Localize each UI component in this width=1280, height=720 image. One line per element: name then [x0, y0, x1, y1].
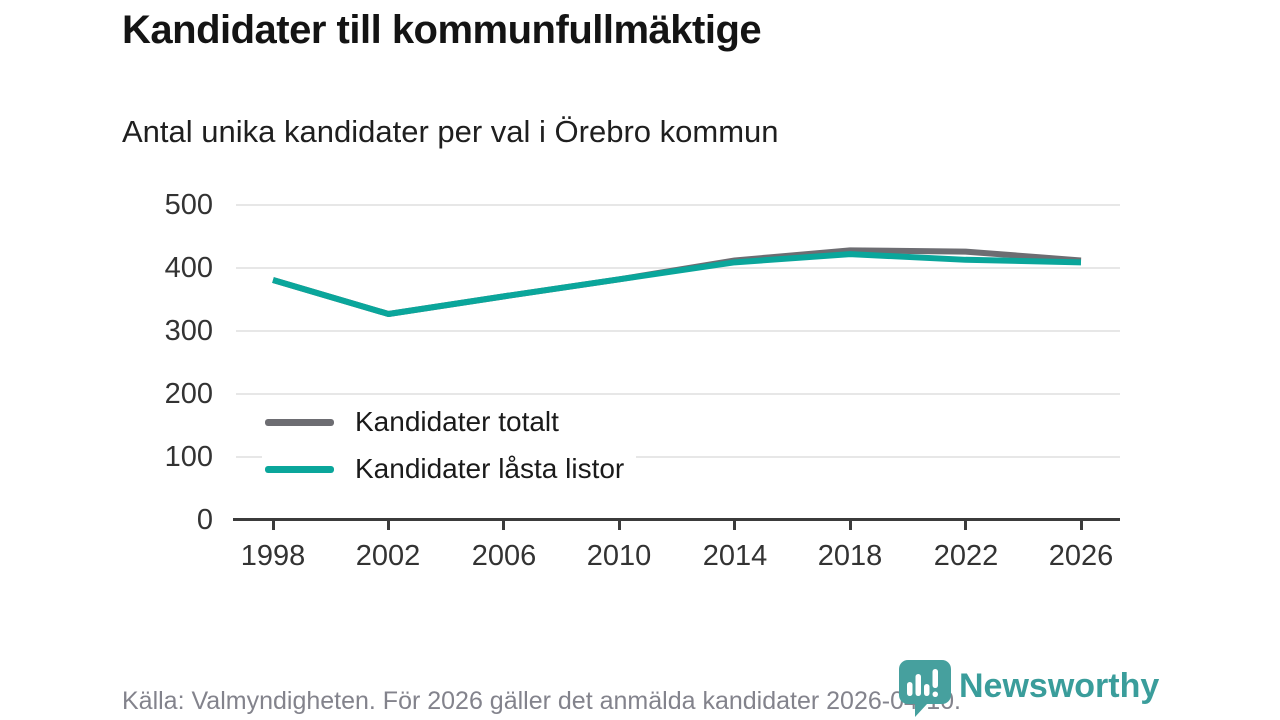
chart-title: Kandidater till kommunfullmäktige — [122, 8, 762, 52]
source-note: Källa: Valmyndigheten. För 2026 gäller d… — [122, 687, 961, 715]
gridline-y-500 — [236, 204, 1120, 206]
legend-item-kandidater-totalt: Kandidater totalt — [262, 403, 571, 441]
x-tick-mark-2026 — [1080, 521, 1083, 530]
x-tick-label-2010: 2010 — [586, 540, 652, 572]
newsworthy-wordmark: Newsworthy — [959, 667, 1160, 705]
x-tick-label-2026: 2026 — [1048, 540, 1114, 572]
series-line-kandidater-l-sta-listor — [272, 251, 1082, 317]
x-tick-label-2018: 2018 — [817, 540, 883, 572]
newsworthy-bubble-chart-icon — [899, 660, 951, 717]
legend-item-kandidater-lasta-listor: Kandidater låsta listor — [262, 450, 637, 488]
x-axis-line — [233, 518, 1120, 521]
x-tick-mark-2006 — [502, 521, 505, 530]
legend-swatch-totalt-icon — [265, 418, 334, 426]
y-tick-label-200: 200 — [164, 378, 213, 410]
y-tick-label-0: 0 — [196, 504, 213, 536]
chart-subtitle: Antal unika kandidater per val i Örebro … — [122, 114, 779, 149]
legend-label: Kandidater totalt — [355, 406, 559, 437]
x-tick-mark-2002 — [387, 521, 390, 530]
y-tick-label-300: 300 — [164, 315, 213, 347]
legend-label: Kandidater låsta listor — [355, 453, 625, 484]
x-tick-mark-2014 — [733, 521, 736, 530]
x-tick-label-1998: 1998 — [240, 540, 306, 572]
gridline-y-200 — [236, 393, 1120, 395]
x-tick-mark-2010 — [618, 521, 621, 530]
x-tick-label-2006: 2006 — [471, 540, 537, 572]
y-tick-label-100: 100 — [164, 441, 213, 473]
gridline-y-100 — [236, 456, 1120, 458]
x-tick-label-2022: 2022 — [933, 540, 999, 572]
x-tick-mark-1998 — [272, 521, 275, 530]
y-tick-label-400: 400 — [164, 252, 213, 284]
series-line-kandidater-totalt — [272, 247, 1082, 317]
x-tick-mark-2022 — [964, 521, 967, 530]
x-tick-label-2002: 2002 — [355, 540, 421, 572]
y-tick-label-500: 500 — [164, 189, 213, 221]
legend-swatch-lasta-listor-icon — [265, 465, 334, 473]
gridline-y-400 — [236, 267, 1120, 269]
x-tick-label-2014: 2014 — [702, 540, 768, 572]
x-tick-mark-2018 — [849, 521, 852, 530]
newsworthy-logo: Newsworthy — [897, 658, 1159, 718]
gridline-y-300 — [236, 330, 1120, 332]
